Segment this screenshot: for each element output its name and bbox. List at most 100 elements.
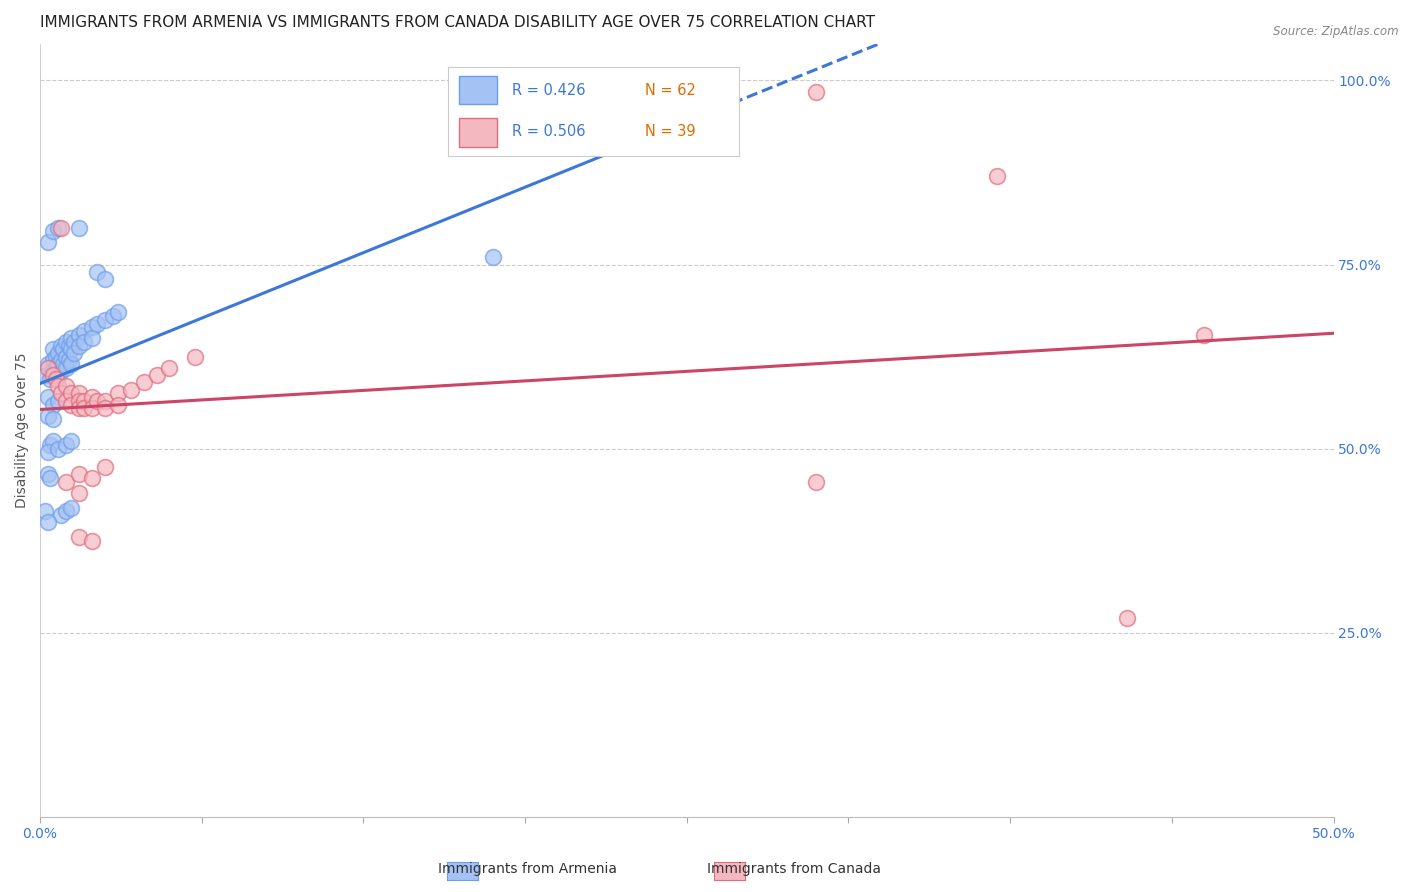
- Text: Source: ZipAtlas.com: Source: ZipAtlas.com: [1274, 25, 1399, 38]
- Point: [94, 313, 117, 327]
- Point: [55, 360, 77, 375]
- Text: Immigrants from Armenia: Immigrants from Armenia: [437, 862, 617, 876]
- Point: [184, 350, 207, 364]
- Point: [804, 85, 827, 99]
- Point: [34, 504, 56, 518]
- Point: [49, 386, 72, 401]
- Point: [80, 320, 103, 334]
- Point: [986, 169, 1008, 184]
- Point: [120, 383, 142, 397]
- Point: [67, 467, 90, 482]
- Y-axis label: Disability Age Over 75: Disability Age Over 75: [15, 352, 30, 508]
- Point: [73, 324, 96, 338]
- Point: [60, 386, 83, 401]
- Point: [49, 353, 72, 368]
- Point: [55, 379, 77, 393]
- Point: [60, 434, 83, 449]
- Point: [1115, 611, 1137, 625]
- Point: [67, 327, 90, 342]
- Point: [107, 397, 129, 411]
- Point: [55, 350, 77, 364]
- Point: [94, 401, 117, 416]
- Point: [55, 438, 77, 452]
- Point: [52, 343, 75, 357]
- Point: [86, 317, 108, 331]
- Point: [37, 467, 59, 482]
- Point: [46, 368, 69, 382]
- Point: [42, 224, 65, 238]
- Point: [80, 390, 103, 404]
- Point: [42, 353, 65, 368]
- Point: [42, 364, 65, 378]
- Point: [60, 397, 83, 411]
- Point: [80, 401, 103, 416]
- Point: [73, 334, 96, 349]
- Point: [86, 265, 108, 279]
- Point: [37, 409, 59, 423]
- Point: [60, 357, 83, 371]
- Point: [46, 220, 69, 235]
- Point: [39, 471, 62, 485]
- Point: [1192, 327, 1215, 342]
- Point: [67, 401, 90, 416]
- Point: [55, 504, 77, 518]
- Point: [101, 309, 124, 323]
- Point: [86, 393, 108, 408]
- Point: [73, 393, 96, 408]
- Point: [94, 272, 117, 286]
- Point: [62, 346, 84, 360]
- Point: [67, 338, 90, 352]
- Point: [42, 434, 65, 449]
- Point: [45, 360, 67, 375]
- Point: [132, 376, 155, 390]
- Point: [62, 334, 84, 349]
- Point: [42, 412, 65, 426]
- Point: [46, 357, 69, 371]
- Point: [67, 486, 90, 500]
- Point: [58, 338, 80, 352]
- Point: [55, 334, 77, 349]
- Point: [80, 331, 103, 345]
- Point: [80, 471, 103, 485]
- Point: [49, 338, 72, 352]
- Point: [67, 220, 90, 235]
- Point: [42, 343, 65, 357]
- Point: [55, 393, 77, 408]
- Point: [107, 386, 129, 401]
- Point: [46, 393, 69, 408]
- Point: [37, 516, 59, 530]
- Point: [60, 500, 83, 515]
- Point: [73, 401, 96, 416]
- Point: [46, 346, 69, 360]
- Point: [37, 235, 59, 250]
- Point: [55, 475, 77, 489]
- Point: [804, 475, 827, 489]
- Point: [42, 368, 65, 382]
- Point: [80, 533, 103, 548]
- Point: [481, 250, 503, 264]
- Point: [67, 386, 90, 401]
- Point: [46, 379, 69, 393]
- Point: [37, 390, 59, 404]
- Point: [94, 460, 117, 475]
- Point: [37, 360, 59, 375]
- Point: [67, 530, 90, 544]
- Point: [159, 360, 181, 375]
- Text: IMMIGRANTS FROM ARMENIA VS IMMIGRANTS FROM CANADA DISABILITY AGE OVER 75 CORRELA: IMMIGRANTS FROM ARMENIA VS IMMIGRANTS FR…: [41, 15, 875, 30]
- Point: [45, 372, 67, 386]
- Point: [107, 305, 129, 319]
- Point: [42, 397, 65, 411]
- Point: [39, 372, 62, 386]
- Point: [37, 445, 59, 459]
- Point: [145, 368, 167, 382]
- Text: Immigrants from Canada: Immigrants from Canada: [707, 862, 882, 876]
- Point: [49, 364, 72, 378]
- Point: [45, 368, 67, 382]
- Point: [60, 343, 83, 357]
- Point: [49, 220, 72, 235]
- Point: [37, 357, 59, 371]
- Point: [49, 508, 72, 522]
- Point: [52, 357, 75, 371]
- Point: [46, 442, 69, 456]
- Point: [34, 368, 56, 382]
